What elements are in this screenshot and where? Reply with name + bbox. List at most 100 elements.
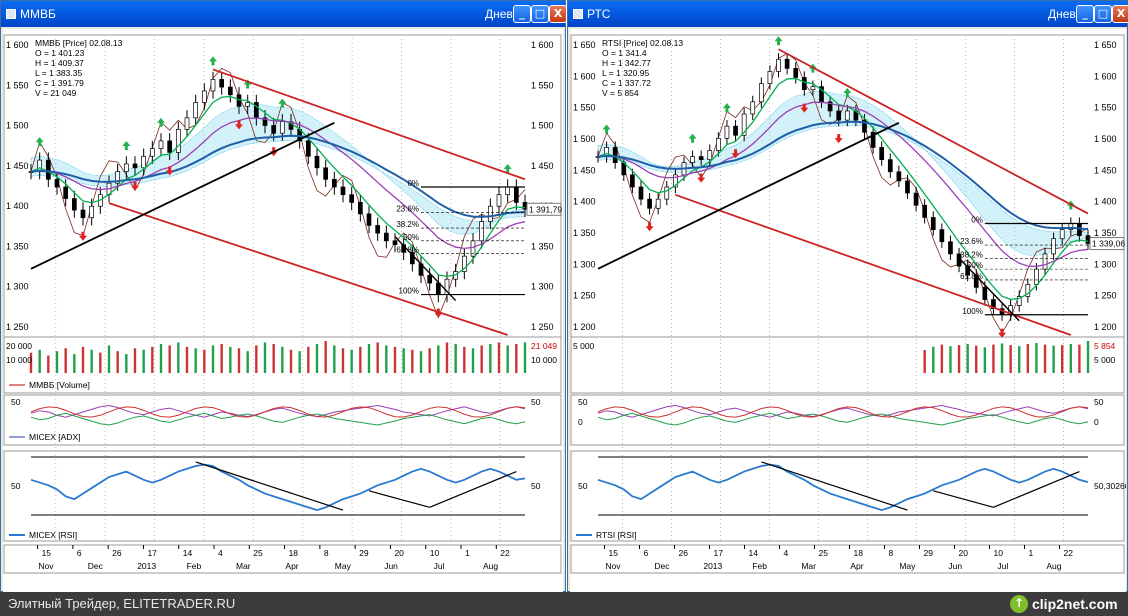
ema-slow-line (597, 120, 1089, 231)
volume-bar (419, 351, 423, 373)
sell-arrow-icon (165, 166, 174, 176)
price-axis-label-left: 1 300 (573, 259, 596, 269)
price-pane (570, 34, 1125, 338)
date-day-label: 25 (253, 548, 263, 558)
price-axis-label-left: 1 500 (573, 134, 596, 144)
candle-body (1042, 253, 1048, 270)
fib-level-label: 0% (971, 216, 983, 225)
fib-level-label: 50% (967, 261, 983, 270)
volume-bar (1061, 345, 1064, 373)
channel-upper-line (212, 68, 526, 181)
date-day-label: 26 (679, 548, 689, 558)
candle-body (673, 174, 678, 188)
minimize-button[interactable]: _ (1076, 5, 1094, 23)
buy-arrow-icon (722, 103, 731, 113)
volume-bar (64, 348, 67, 373)
minimize-button[interactable]: _ (513, 5, 531, 23)
date-day-label: 17 (714, 548, 724, 558)
mmvb-chart-window: ММВБ Дневной _ □ X 1 600 1 600 1 550 1 550 1… (0, 0, 567, 593)
candle-body (409, 251, 415, 265)
buy-arrow-icon (602, 124, 611, 134)
volume-bar (1078, 344, 1081, 373)
volume-bar (324, 341, 327, 373)
ohlc-info-line: ММВБ [Price] 02.08.13 (35, 38, 123, 48)
date-day-label: 18 (854, 548, 864, 558)
adx-axis-label: 50 (11, 397, 21, 407)
candle-body (513, 186, 519, 203)
date-month-label: May (899, 561, 916, 571)
local-trend-line (394, 236, 457, 302)
price-axis-label-right: 1 400 (1094, 197, 1117, 207)
volume-bar (489, 343, 492, 373)
volume-bar (515, 343, 518, 373)
candle-body (862, 119, 867, 133)
minus-di-line (597, 406, 1089, 418)
rts-chart-area[interactable]: 1 650 1 650 1 600 1 600 1 550 1 550 1 500 1 500… (570, 29, 1128, 593)
close-button[interactable]: X (549, 5, 567, 23)
sell-arrow-icon (79, 231, 87, 241)
volume-pane-title: ММВБ [Volume] (29, 380, 90, 390)
close-button[interactable]: X (1112, 5, 1128, 23)
volume-bar (298, 351, 301, 373)
fib-level-label: 23.6% (396, 204, 419, 213)
ohlc-info-line: RTSI [Price] 02.08.13 (602, 38, 683, 48)
rts-title-bar[interactable]: РТС Дневной _ □ X (568, 1, 1128, 27)
date-month-label: Jun (948, 561, 962, 571)
minus-di-line (30, 406, 526, 418)
price-axis-label-left: 1 500 (6, 121, 29, 131)
volume-bar (177, 342, 180, 373)
price-axis-label-left: 1 250 (6, 322, 29, 332)
candle-body (647, 198, 652, 209)
mmvb-chart-area[interactable]: 1 600 1 600 1 550 1 550 1 500 1 500 1 450 1 450… (3, 29, 563, 593)
candle-body (707, 150, 713, 160)
volume-bar (133, 348, 137, 373)
volume-bar (125, 354, 128, 373)
volume-bar (307, 346, 310, 373)
date-day-label: 10 (430, 548, 440, 558)
adx-pane (570, 394, 1125, 446)
rsi-line (597, 463, 1089, 512)
ohlc-info-line: L = 1 383.35 (35, 68, 82, 78)
candle-body (1085, 235, 1091, 244)
date-month-label: Dec (654, 561, 670, 571)
last-price-label: 1 339,06 (1092, 239, 1125, 249)
volume-bar (220, 343, 223, 373)
rsi-trend-line (761, 461, 908, 511)
candle-body (89, 205, 95, 219)
candle-body (349, 194, 355, 203)
date-day-label: 26 (112, 548, 122, 558)
volume-bar (73, 354, 76, 373)
maximize-button[interactable]: □ (531, 5, 549, 23)
candle-body (776, 58, 781, 72)
maximize-button[interactable]: □ (1094, 5, 1112, 23)
candle-body (193, 102, 199, 119)
clip2net-logo[interactable]: ↑ clip2net.com (1010, 594, 1120, 614)
buy-arrow-icon (774, 36, 783, 46)
candle-body (716, 137, 721, 151)
volume-bar (107, 345, 111, 373)
date-month-label: Apr (285, 561, 298, 571)
date-month-label: 2013 (137, 561, 156, 571)
sell-arrow-icon (131, 181, 139, 191)
ema-slow-line (30, 134, 526, 218)
volume-bar (29, 352, 33, 373)
candle-body (887, 159, 893, 173)
volume-bar (1035, 342, 1038, 373)
candle-body (905, 180, 910, 194)
volume-right-label: 5 854 (1094, 341, 1116, 351)
mmvb-title-bar[interactable]: ММВБ Дневной _ □ X (1, 1, 567, 27)
candle-body (655, 198, 661, 209)
candle-body (375, 225, 381, 234)
adx-pane (3, 394, 562, 446)
volume-bar (471, 348, 475, 373)
candle-body (836, 110, 842, 121)
date-day-label: 8 (889, 548, 894, 558)
buy-arrow-icon (278, 98, 287, 108)
price-axis-label-left: 1 200 (573, 322, 596, 332)
volume-bar (480, 345, 483, 373)
rsi-axis-label: 50,302608 (1094, 481, 1126, 491)
date-month-label: Aug (1046, 561, 1061, 571)
candle-body (939, 229, 945, 243)
